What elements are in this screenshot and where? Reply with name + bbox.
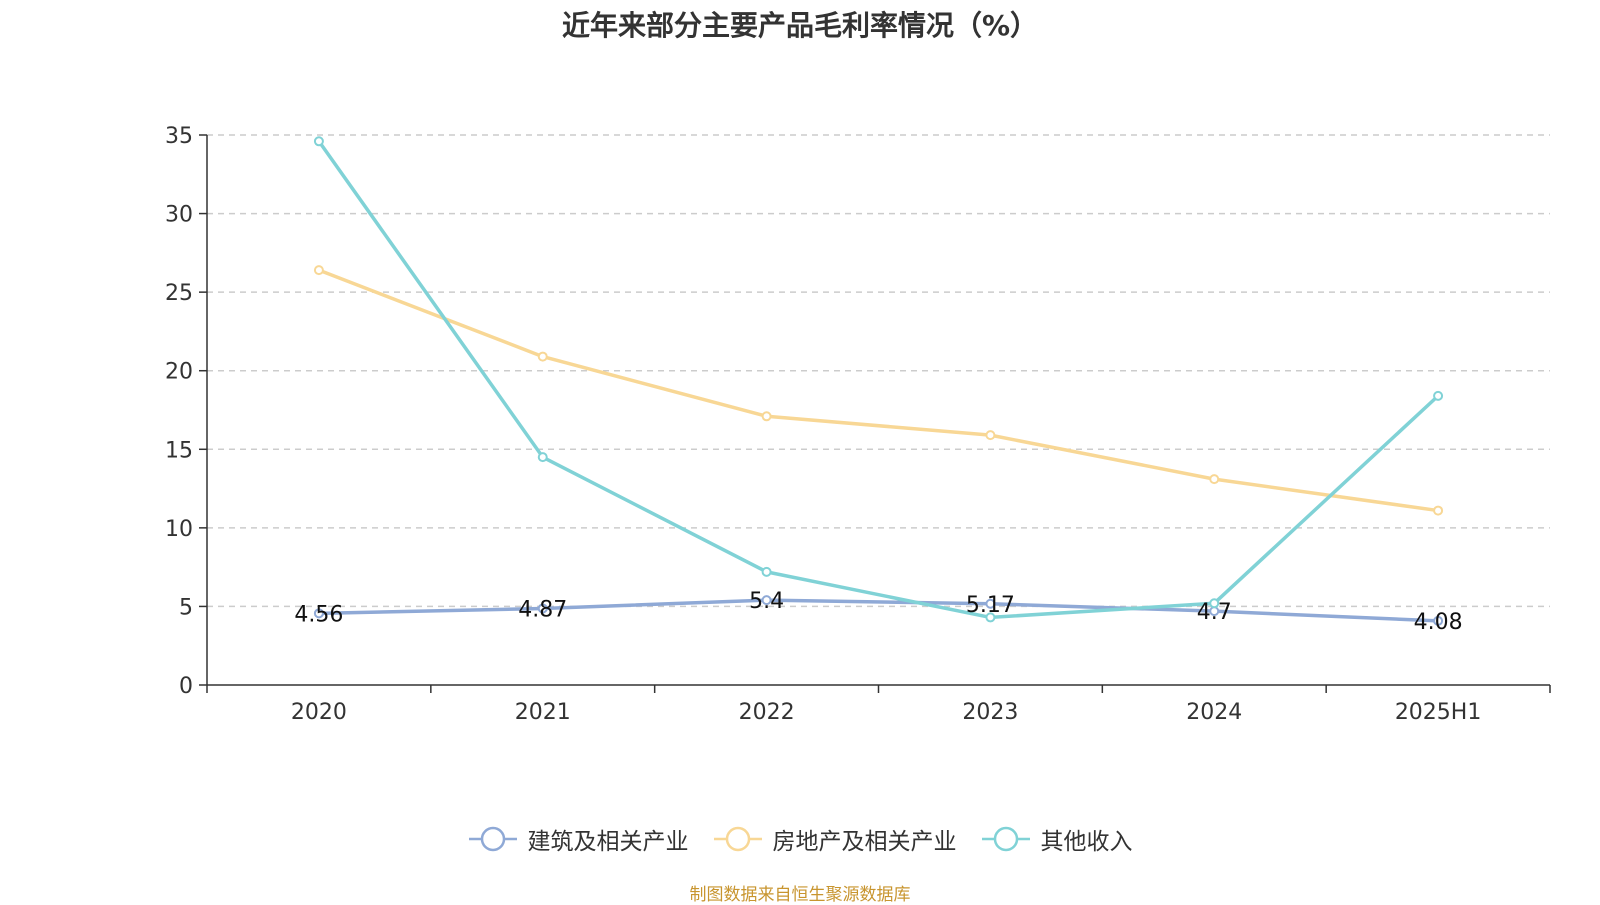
data-point-1 (313, 265, 324, 276)
data-point-0 (985, 598, 996, 609)
y-tick-label: 30 (165, 203, 193, 228)
legend-swatch-icon (713, 826, 762, 852)
y-tick-label: 35 (165, 124, 193, 149)
data-point-2 (761, 566, 772, 577)
legend-label: 建筑及相关产业 (527, 829, 689, 855)
x-tick-label: 2025H1 (1395, 700, 1482, 725)
data-point-0 (537, 603, 548, 614)
legend: 建筑及相关产业 房地产及相关产业 其他收入 (0, 822, 1600, 856)
data-label: 4.87 (518, 597, 567, 622)
chart-title: 近年来部分主要产品毛利率情况（%） (561, 9, 1039, 42)
legend-item-0[interactable]: 建筑及相关产业 (468, 822, 689, 856)
legend-label: 房地产及相关产业 (772, 829, 957, 855)
data-label: 4.08 (1414, 610, 1463, 635)
x-tick-label: 2021 (515, 700, 571, 725)
data-point-2 (313, 136, 324, 147)
data-point-0 (1433, 615, 1444, 626)
legend-swatch-icon (981, 826, 1030, 852)
data-point-2 (985, 612, 996, 623)
y-tick-label: 5 (179, 595, 193, 620)
data-label: 4.7 (1197, 600, 1232, 625)
data-label: 4.56 (294, 602, 343, 627)
data-point-0 (313, 608, 324, 619)
legend-label: 其他收入 (1040, 829, 1133, 855)
y-tick-label: 0 (179, 674, 193, 699)
data-point-1 (1209, 474, 1220, 485)
data-point-1 (537, 351, 548, 362)
series-line-1 (318, 268, 1439, 513)
data-label: 5.17 (966, 593, 1015, 618)
data-point-2 (1433, 390, 1444, 401)
data-point-1 (985, 430, 996, 441)
data-point-1 (761, 411, 772, 422)
x-tick-label: 2022 (739, 700, 795, 725)
data-point-1 (1433, 505, 1444, 516)
data-point-0 (761, 595, 772, 606)
legend-swatch-icon (468, 826, 517, 852)
y-tick-label: 15 (165, 438, 193, 463)
y-tick-label: 20 (165, 360, 193, 385)
y-tick-label: 10 (165, 517, 193, 542)
data-point-2 (1209, 598, 1220, 609)
y-tick-label: 25 (165, 281, 193, 306)
legend-item-1[interactable]: 房地产及相关产业 (713, 822, 957, 856)
x-tick-label: 2024 (1186, 700, 1242, 725)
data-point-2 (537, 452, 548, 463)
legend-item-2[interactable]: 其他收入 (981, 822, 1133, 856)
series-line-2 (317, 140, 1440, 620)
data-label: 5.4 (749, 589, 784, 614)
source-note: 制图数据来自恒生聚源数据库 (689, 885, 911, 905)
series-line-0 (318, 598, 1439, 623)
x-tick-label: 2023 (962, 700, 1018, 725)
x-tick-label: 2020 (291, 700, 347, 725)
